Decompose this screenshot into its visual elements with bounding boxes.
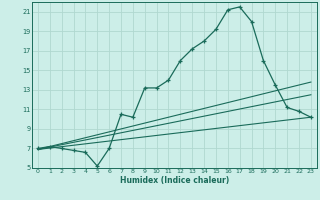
X-axis label: Humidex (Indice chaleur): Humidex (Indice chaleur) xyxy=(120,176,229,185)
